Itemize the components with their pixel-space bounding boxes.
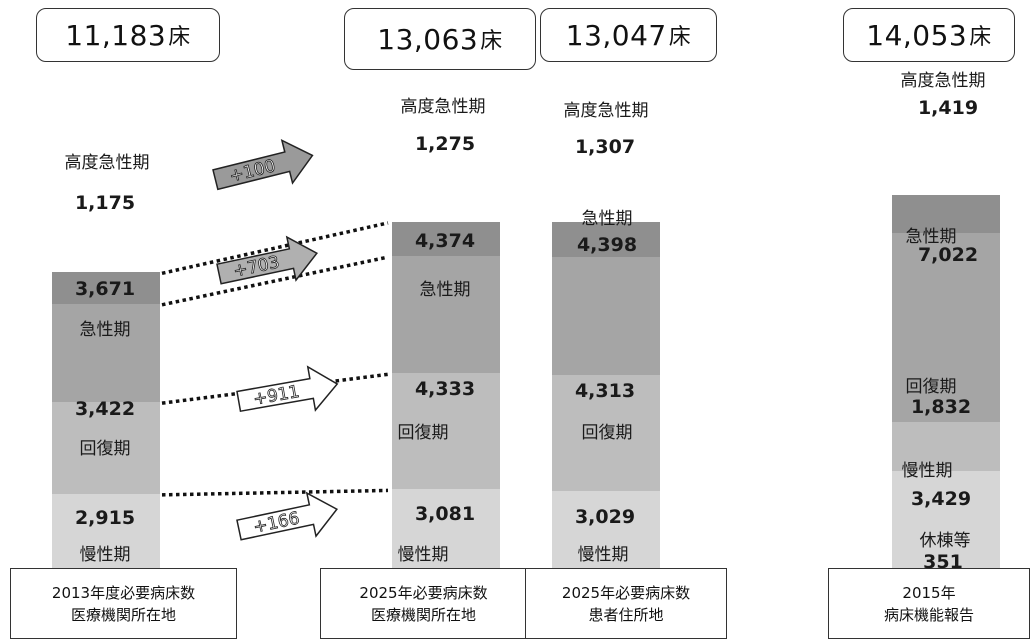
category-label-2013-急性期: 急性期 <box>79 320 131 340</box>
bar-segment-2025-facility-慢性期 <box>392 489 500 572</box>
value-label-2025-patient-高度急性期: 1,307 <box>574 136 636 158</box>
difference-arrow-1: +703 <box>216 235 318 285</box>
total-unit: 床 <box>480 29 503 54</box>
caption-line: 病床機能報告 <box>883 605 974 624</box>
value-label-2013-慢性期: 2,915 <box>74 507 136 529</box>
caption-2025-patient: 2025年必要病床数 患者住所地 <box>525 568 727 639</box>
category-label-2015-回復期: 回復期 <box>905 377 957 397</box>
caption-2015: 2015年病床機能報告 <box>828 568 1030 639</box>
bar-segment-2025-patient-急性期 <box>552 257 660 376</box>
bar-segment-2013-慢性期 <box>52 493 160 572</box>
total-value: 14,053 <box>866 18 968 52</box>
caption-2025-facility: 2025年必要病床数 医療機関所在地 <box>320 568 527 639</box>
category-label-2025-patient-回復期: 回復期 <box>581 423 633 443</box>
category-label-2025-patient-高度急性期: 高度急性期 <box>563 101 649 121</box>
value-label-2015-回復期: 1,832 <box>910 396 972 418</box>
total-box-2013: 11,183 床 <box>36 8 220 62</box>
total-unit: 床 <box>969 25 992 50</box>
value-label-2015-慢性期: 3,429 <box>910 488 972 510</box>
difference-label-3: +166 <box>252 508 302 537</box>
bar-segment-2013-急性期 <box>52 303 160 403</box>
bar-segment-2025-facility-回復期 <box>392 373 500 490</box>
total-value: 11,183 <box>65 18 167 52</box>
category-label-2013-回復期: 回復期 <box>79 439 131 459</box>
value-label-2025-patient-回復期: 4,313 <box>574 380 636 402</box>
category-label-2025-patient-急性期: 急性期 <box>581 209 633 229</box>
connector-line-3 <box>161 488 389 497</box>
total-value: 13,063 <box>377 22 479 56</box>
total-unit: 床 <box>168 25 191 50</box>
bar-segment-2015-回復期 <box>892 421 1000 471</box>
value-label-2015-急性期: 7,022 <box>917 244 979 266</box>
value-label-2015-高度急性期: 1,419 <box>917 97 979 119</box>
category-label-2015-急性期: 急性期 <box>905 227 957 247</box>
caption-line: 2025年必要病床数 <box>359 583 488 602</box>
value-label-2013-回復期: 3,422 <box>74 398 136 420</box>
bar-segment-2025-patient-回復期 <box>552 375 660 491</box>
bar-segment-2025-facility-急性期 <box>392 256 500 374</box>
value-label-2025-facility-回復期: 4,333 <box>414 378 476 400</box>
category-label-2013-慢性期: 慢性期 <box>79 545 131 565</box>
value-label-2025-patient-慢性期: 3,029 <box>574 506 636 528</box>
bar-segment-2015-慢性期 <box>892 470 1000 563</box>
category-label-2025-facility-慢性期: 慢性期 <box>397 545 449 565</box>
bar-segment-2025-patient-高度急性期 <box>552 222 660 258</box>
difference-label-2: +911 <box>252 382 301 410</box>
caption-line: 2013年度必要病床数 <box>51 583 196 602</box>
caption-line: 医療機関所在地 <box>70 605 176 624</box>
value-label-2025-facility-急性期: 4,374 <box>414 230 476 252</box>
caption-2013: 2013年度必要病床数 医療機関所在地 <box>10 568 237 639</box>
caption-line: 2025年必要病床数 <box>561 583 691 602</box>
bar-segment-2013-高度急性期 <box>52 272 160 304</box>
category-label-2025-facility-回復期: 回復期 <box>397 423 449 443</box>
caption-line: 医療機関所在地 <box>370 605 476 624</box>
category-label-2013-高度急性期: 高度急性期 <box>64 153 150 173</box>
bar-segment-2025-facility-高度急性期 <box>392 221 500 257</box>
connector-line-1 <box>161 255 389 307</box>
difference-arrow-3: +166 <box>236 491 338 541</box>
category-label-2015-高度急性期: 高度急性期 <box>900 71 986 91</box>
category-label-2015-休棟等: 休棟等 <box>919 531 971 551</box>
difference-label-0: +100 <box>227 156 277 187</box>
difference-arrow-2: +911 <box>236 365 339 413</box>
total-value: 13,047 <box>565 18 667 52</box>
total-box-2025-patient: 13,047 床 <box>540 8 717 62</box>
value-label-2013-急性期: 3,671 <box>74 278 136 300</box>
category-label-2025-facility-急性期: 急性期 <box>419 280 471 300</box>
difference-arrow-0: +100 <box>212 138 314 191</box>
bar-segment-2015-急性期 <box>892 233 1000 422</box>
value-label-2025-facility-高度急性期: 1,275 <box>414 133 476 155</box>
caption-line: 患者住所地 <box>588 605 664 624</box>
value-label-2025-patient-急性期: 4,398 <box>576 234 638 256</box>
caption-line: 2015年 <box>902 583 956 602</box>
bar-segment-2015-高度急性期 <box>892 195 1000 234</box>
value-label-2013-高度急性期: 1,175 <box>74 192 136 214</box>
total-box-2015: 14,053 床 <box>843 8 1015 62</box>
value-label-2025-facility-慢性期: 3,081 <box>414 503 476 525</box>
total-box-2025-facility: 13,063 床 <box>344 8 536 70</box>
category-label-2025-facility-高度急性期: 高度急性期 <box>400 97 486 117</box>
bar-segment-2015-休棟等 <box>892 562 1000 572</box>
bar-segment-2025-patient-慢性期 <box>552 490 660 572</box>
category-label-2015-慢性期: 慢性期 <box>901 461 953 481</box>
bar-segment-2013-回復期 <box>52 402 160 494</box>
value-label-2015-休棟等: 351 <box>923 551 963 573</box>
category-label-2025-patient-慢性期: 慢性期 <box>577 545 629 565</box>
total-unit: 床 <box>668 25 692 50</box>
